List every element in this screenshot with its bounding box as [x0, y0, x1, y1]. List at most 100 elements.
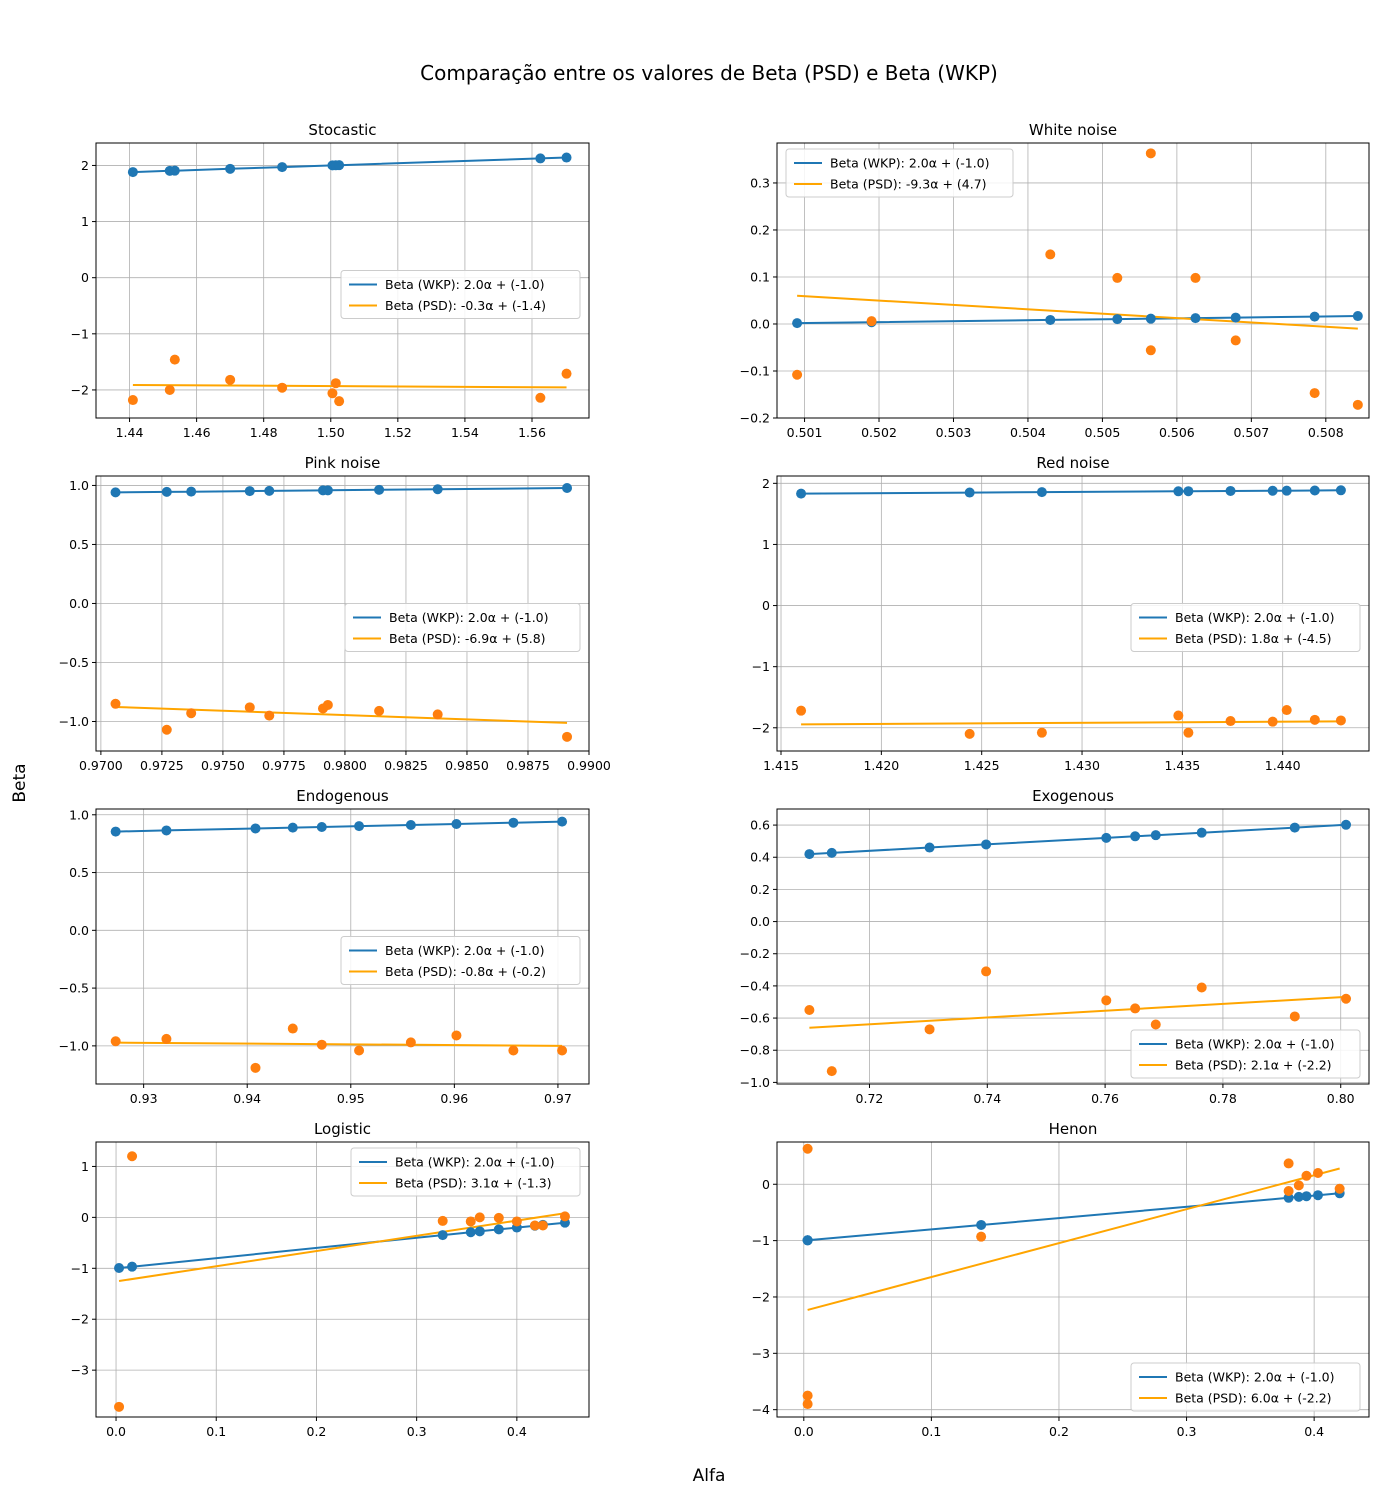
y-tick-label: 0.2	[750, 882, 770, 897]
wkp-point	[1230, 312, 1241, 323]
psd-fit-line	[807, 1167, 1340, 1311]
subplot-5: 0.93 0.94 0.95 0.96 0.97 −1.0 −0.5 0.0 0.5 1.0 End…	[59, 787, 590, 1106]
x-tick-label: 0.2	[307, 1424, 327, 1439]
legend: Beta (WKP): 2.0α + (-1.0) Beta (PSD): -9.…	[785, 148, 1014, 198]
y-tick-label: 1	[762, 537, 770, 552]
wkp-point	[924, 842, 935, 853]
x-tick-label: 0.504	[1010, 425, 1046, 440]
psd-point	[1230, 335, 1241, 346]
y-tick-label: 1.0	[69, 478, 89, 493]
legend-label-wkp: Beta (WKP): 2.0α + (-1.0)	[389, 610, 549, 625]
psd-point	[557, 1045, 568, 1056]
wkp-point	[508, 817, 519, 828]
wkp-point	[561, 152, 572, 163]
axes-frame	[776, 475, 1370, 752]
x-tick-label: 0.502	[861, 425, 897, 440]
y-tick-label: 2	[762, 476, 770, 491]
psd-fit-line	[801, 720, 1341, 726]
psd-point	[169, 354, 180, 365]
psd-point	[1045, 249, 1056, 260]
x-tick-label: 0.1	[206, 1424, 226, 1439]
plot-area	[802, 1143, 1345, 1410]
y-tick-label: 0.1	[750, 269, 770, 284]
psd-point	[1283, 1186, 1294, 1197]
y-tick-label: −3	[71, 1363, 89, 1378]
wkp-point	[1145, 313, 1156, 324]
psd-point	[451, 1030, 462, 1041]
y-tick-label: −1	[71, 1261, 89, 1276]
x-tick-label: 0.0	[106, 1424, 126, 1439]
psd-point	[964, 728, 975, 739]
wkp-point	[287, 822, 298, 833]
psd-point	[1130, 1003, 1141, 1014]
psd-point	[976, 1231, 987, 1242]
psd-point	[924, 1024, 935, 1035]
psd-point	[802, 1399, 813, 1410]
x-tick-label: 1.52	[384, 425, 412, 440]
subplot-7: 0.0 0.1 0.2 0.3 0.4 −3 −2 −1 0 1 Logistic Beta (WKP…	[71, 1120, 590, 1439]
y-tick-label: −2	[71, 1312, 89, 1327]
psd-fit-line	[809, 995, 1347, 1029]
wkp-point	[277, 162, 288, 173]
y-tick-label: −0.2	[740, 411, 770, 426]
y-tick-label: 1	[81, 214, 89, 229]
wkp-point	[1101, 832, 1112, 843]
x-tick-label: 0.506	[1159, 425, 1195, 440]
x-tick-label: 0.9900	[567, 758, 611, 773]
x-tick-label: 0.96	[440, 1091, 468, 1106]
y-tick-label: 1.0	[69, 807, 89, 822]
legend-label-wkp: Beta (WKP): 2.0α + (-1.0)	[385, 943, 545, 958]
psd-point	[287, 1023, 298, 1034]
y-tick-label: −0.2	[740, 946, 770, 961]
legend: Beta (WKP): 2.0α + (-1.0) Beta (PSD): -0.…	[340, 936, 581, 985]
y-tick-label: −1.0	[59, 1038, 89, 1053]
plot-area	[110, 483, 573, 742]
y-tick-label: 0.0	[69, 923, 89, 938]
x-tick-label: 0.503	[936, 425, 972, 440]
x-tick-label: 1.54	[451, 425, 479, 440]
legend-box	[1130, 1029, 1361, 1079]
y-tick-label: −0.6	[740, 1011, 770, 1026]
figure-xlabel: Alfa	[693, 1466, 726, 1486]
subplot-title: Endogenous	[296, 787, 389, 805]
subplot-6: 0.72 0.74 0.76 0.78 0.80 −1.0 −0.8 −0.6 −0.4 −0.2…	[740, 787, 1370, 1106]
psd-point	[981, 966, 992, 977]
y-tick-label: 0	[81, 270, 89, 285]
y-tick-label: −0.4	[740, 978, 770, 993]
psd-point	[796, 705, 807, 716]
wkp-point	[437, 1230, 448, 1241]
wkp-point	[110, 487, 121, 498]
wkp-point	[244, 486, 255, 497]
x-tick-label: 0.9700	[79, 758, 123, 773]
wkp-fit-line	[132, 156, 567, 174]
x-tick-label: 0.93	[130, 1091, 158, 1106]
psd-point	[1341, 993, 1352, 1004]
psd-point	[110, 698, 121, 709]
subplot-title: Exogenous	[1032, 787, 1114, 805]
psd-point	[264, 710, 275, 721]
x-tick-label: 0.9825	[384, 758, 428, 773]
psd-point	[1196, 982, 1207, 993]
subplot-8: 0.0 0.1 0.2 0.3 0.4 −4 −3 −2 −1 0 Henon Beta (WKP):…	[752, 1120, 1370, 1439]
psd-fit-line	[797, 294, 1358, 330]
psd-point	[1190, 272, 1201, 283]
psd-point	[1145, 148, 1156, 159]
wkp-point	[1183, 486, 1194, 497]
wkp-point	[316, 821, 327, 832]
figure-title: Comparação entre os valores de Beta (PSD…	[420, 61, 998, 85]
wkp-point	[796, 488, 807, 499]
y-tick-label: 2	[81, 158, 89, 173]
psd-point	[322, 699, 333, 710]
y-tick-label: 0.4	[750, 850, 770, 865]
x-tick-label: 0.4	[1304, 1424, 1324, 1439]
x-tick-label: 0.9725	[140, 758, 184, 773]
subplot-4: 1.415 1.420 1.425 1.430 1.435 1.440 −2 −1 0 1 2 Red…	[752, 454, 1370, 773]
wkp-point	[1309, 311, 1320, 322]
x-tick-label: 0.3	[1177, 1424, 1197, 1439]
wkp-point	[110, 826, 121, 837]
wkp-point	[374, 484, 385, 495]
y-tick-label: 0.6	[750, 818, 770, 833]
psd-point	[474, 1212, 485, 1223]
legend-label-psd: Beta (PSD): 2.1α + (-2.2)	[1175, 1058, 1332, 1073]
legend-label-psd: Beta (PSD): 3.1α + (-1.3)	[395, 1176, 552, 1191]
